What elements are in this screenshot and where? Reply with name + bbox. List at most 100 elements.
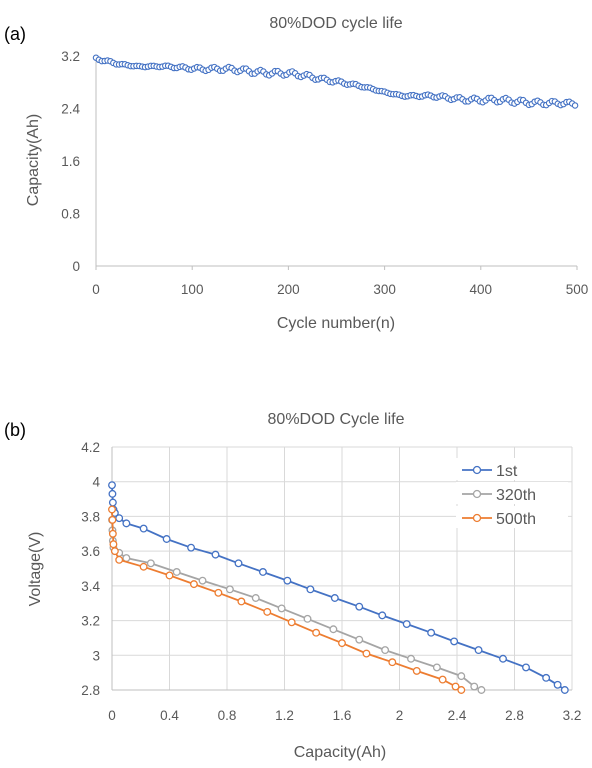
chart-b-point-500th: [214, 588, 223, 597]
chart-b-point-500th: [108, 505, 116, 514]
chart-b: (b) 80%DOD Cycle life Voltage(V) Capacit…: [4, 411, 581, 761]
chart-b-point-320th: [329, 625, 338, 634]
chart-a-data-point: [571, 102, 579, 109]
chart-b-y-tick-label: 4: [92, 475, 100, 490]
chart-b-legend-background: [456, 482, 568, 504]
chart-a-x-tick-label: 400: [470, 282, 493, 297]
chart-b-line-320th: [111, 519, 482, 691]
chart-b-point-1st: [450, 637, 459, 646]
chart-b-point-320th: [477, 686, 486, 694]
chart-b-x-tick-label: 0.8: [218, 708, 237, 723]
chart-b-y-ticks: 2.8 3 3.2 3.4 3.6 3.8 4 4.2: [81, 440, 100, 698]
chart-b-point-320th: [457, 672, 466, 681]
chart-b-point-1st: [211, 550, 220, 559]
chart-a-x-ticks: 0 100 200 300 400 500: [92, 266, 588, 297]
chart-b-x-tick-label: 0: [108, 708, 116, 723]
chart-b-legend-label: 320th: [496, 487, 536, 504]
chart-b-y-tick-label: 3.8: [81, 509, 100, 524]
chart-b-point-1st: [474, 646, 483, 655]
chart-a-y-axis-label: Capacity(Ah): [25, 114, 42, 206]
chart-b-point-320th: [277, 604, 286, 613]
chart-b-point-500th: [287, 618, 296, 627]
chart-b-point-500th: [388, 658, 397, 667]
chart-b-point-1st: [542, 673, 551, 682]
chart-b-x-tick-label: 2.8: [505, 708, 524, 723]
chart-b-y-tick-label: 4.2: [81, 440, 100, 455]
chart-b-point-320th: [407, 654, 415, 663]
chart-b-point-320th: [470, 682, 479, 691]
chart-b-x-ticks: 0 0.4 0.8 1.2 1.6 2 2.4 2.8 3.2: [108, 708, 581, 723]
chart-a-x-tick-label: 0: [92, 282, 100, 297]
chart-b-point-500th: [457, 686, 466, 694]
chart-a-x-axis-label: Cycle number(n): [277, 315, 395, 332]
chart-a-y-tick-label: 0: [72, 259, 80, 274]
chart-b-point-320th: [432, 663, 441, 672]
chart-a-y-tick-label: 2.4: [61, 102, 80, 117]
chart-b-title: 80%DOD Cycle life: [268, 411, 405, 428]
chart-b-legend-swatch-marker: [472, 465, 482, 475]
chart-b-point-500th: [108, 529, 117, 538]
chart-a-y-tick-label: 3.2: [61, 49, 80, 64]
chart-b-point-1st: [355, 602, 364, 611]
chart-b-legend-background: [456, 458, 568, 480]
chart-b-point-320th: [198, 576, 207, 585]
chart-b-legend-swatch-marker: [472, 513, 482, 523]
chart-b-legend-background: [456, 506, 568, 528]
chart-b-x-axis-label: Capacity(Ah): [294, 744, 386, 761]
chart-b-x-tick-label: 3.2: [563, 708, 582, 723]
chart-b-point-1st: [108, 489, 117, 498]
chart-b-point-500th: [115, 555, 124, 564]
chart-b-point-1st: [108, 481, 116, 490]
chart-a-y-tick-label: 0.8: [61, 207, 80, 222]
chart-b-y-tick-label: 2.8: [81, 683, 100, 698]
chart-b-point-320th: [251, 594, 260, 602]
chart-b-point-500th: [108, 515, 117, 524]
panel-label-a: (a): [4, 24, 26, 44]
chart-a-axes: [95, 56, 577, 267]
panel-label-b: (b): [4, 420, 26, 440]
chart-b-point-500th: [338, 639, 346, 648]
chart-b-series: [108, 481, 569, 694]
chart-b-point-500th: [312, 628, 321, 637]
chart-a-y-ticks: 0 0.8 1.6 2.4 3.2: [61, 49, 80, 274]
chart-b-legend-swatch-marker: [472, 489, 482, 499]
chart-b-point-1st: [258, 568, 267, 576]
chart-b-y-axis-label: Voltage(V): [27, 532, 44, 607]
chart-b-point-1st: [187, 543, 196, 552]
chart-b-y-tick-label: 3: [92, 648, 100, 663]
chart-b-point-500th: [109, 540, 118, 549]
chart-b-point-500th: [362, 649, 371, 658]
chart-b-point-500th: [263, 607, 272, 616]
chart-b-point-1st: [162, 535, 171, 543]
chart-b-point-320th: [172, 568, 181, 576]
chart-b-point-1st: [522, 663, 530, 672]
chart-b-y-tick-label: 3.4: [81, 579, 100, 594]
chart-b-point-1st: [139, 524, 148, 533]
chart-b-x-tick-label: 1.6: [333, 708, 352, 723]
chart-b-point-500th: [189, 580, 198, 589]
chart-b-point-1st: [378, 611, 387, 620]
chart-a-x-tick-label: 200: [277, 282, 300, 297]
chart-b-series-500th: [108, 505, 466, 694]
chart-b-point-500th: [438, 675, 447, 684]
chart-b-y-tick-label: 3.2: [81, 614, 100, 629]
chart-b-point-320th: [355, 635, 364, 644]
chart-b-series-320th: [108, 515, 486, 694]
chart-b-point-1st: [306, 585, 315, 594]
chart-a-series: [92, 54, 579, 109]
chart-b-point-500th: [110, 547, 119, 556]
chart-b-point-1st: [330, 594, 339, 602]
chart-a-title: 80%DOD cycle life: [269, 15, 402, 32]
chart-b-legend-label: 1st: [496, 463, 518, 480]
chart-b-y-tick-label: 3.6: [81, 544, 100, 559]
chart-b-point-320th: [303, 614, 312, 623]
chart-b-legend: 1st 320th 500th: [456, 458, 568, 528]
chart-b-x-tick-label: 2: [396, 708, 404, 723]
chart-b-x-tick-label: 2.4: [448, 708, 467, 723]
chart-b-legend-label: 500th: [496, 511, 536, 528]
chart-b-point-1st: [283, 576, 292, 585]
chart-b-point-500th: [139, 562, 148, 571]
chart-b-x-tick-label: 1.2: [275, 708, 294, 723]
chart-b-point-320th: [381, 646, 390, 655]
